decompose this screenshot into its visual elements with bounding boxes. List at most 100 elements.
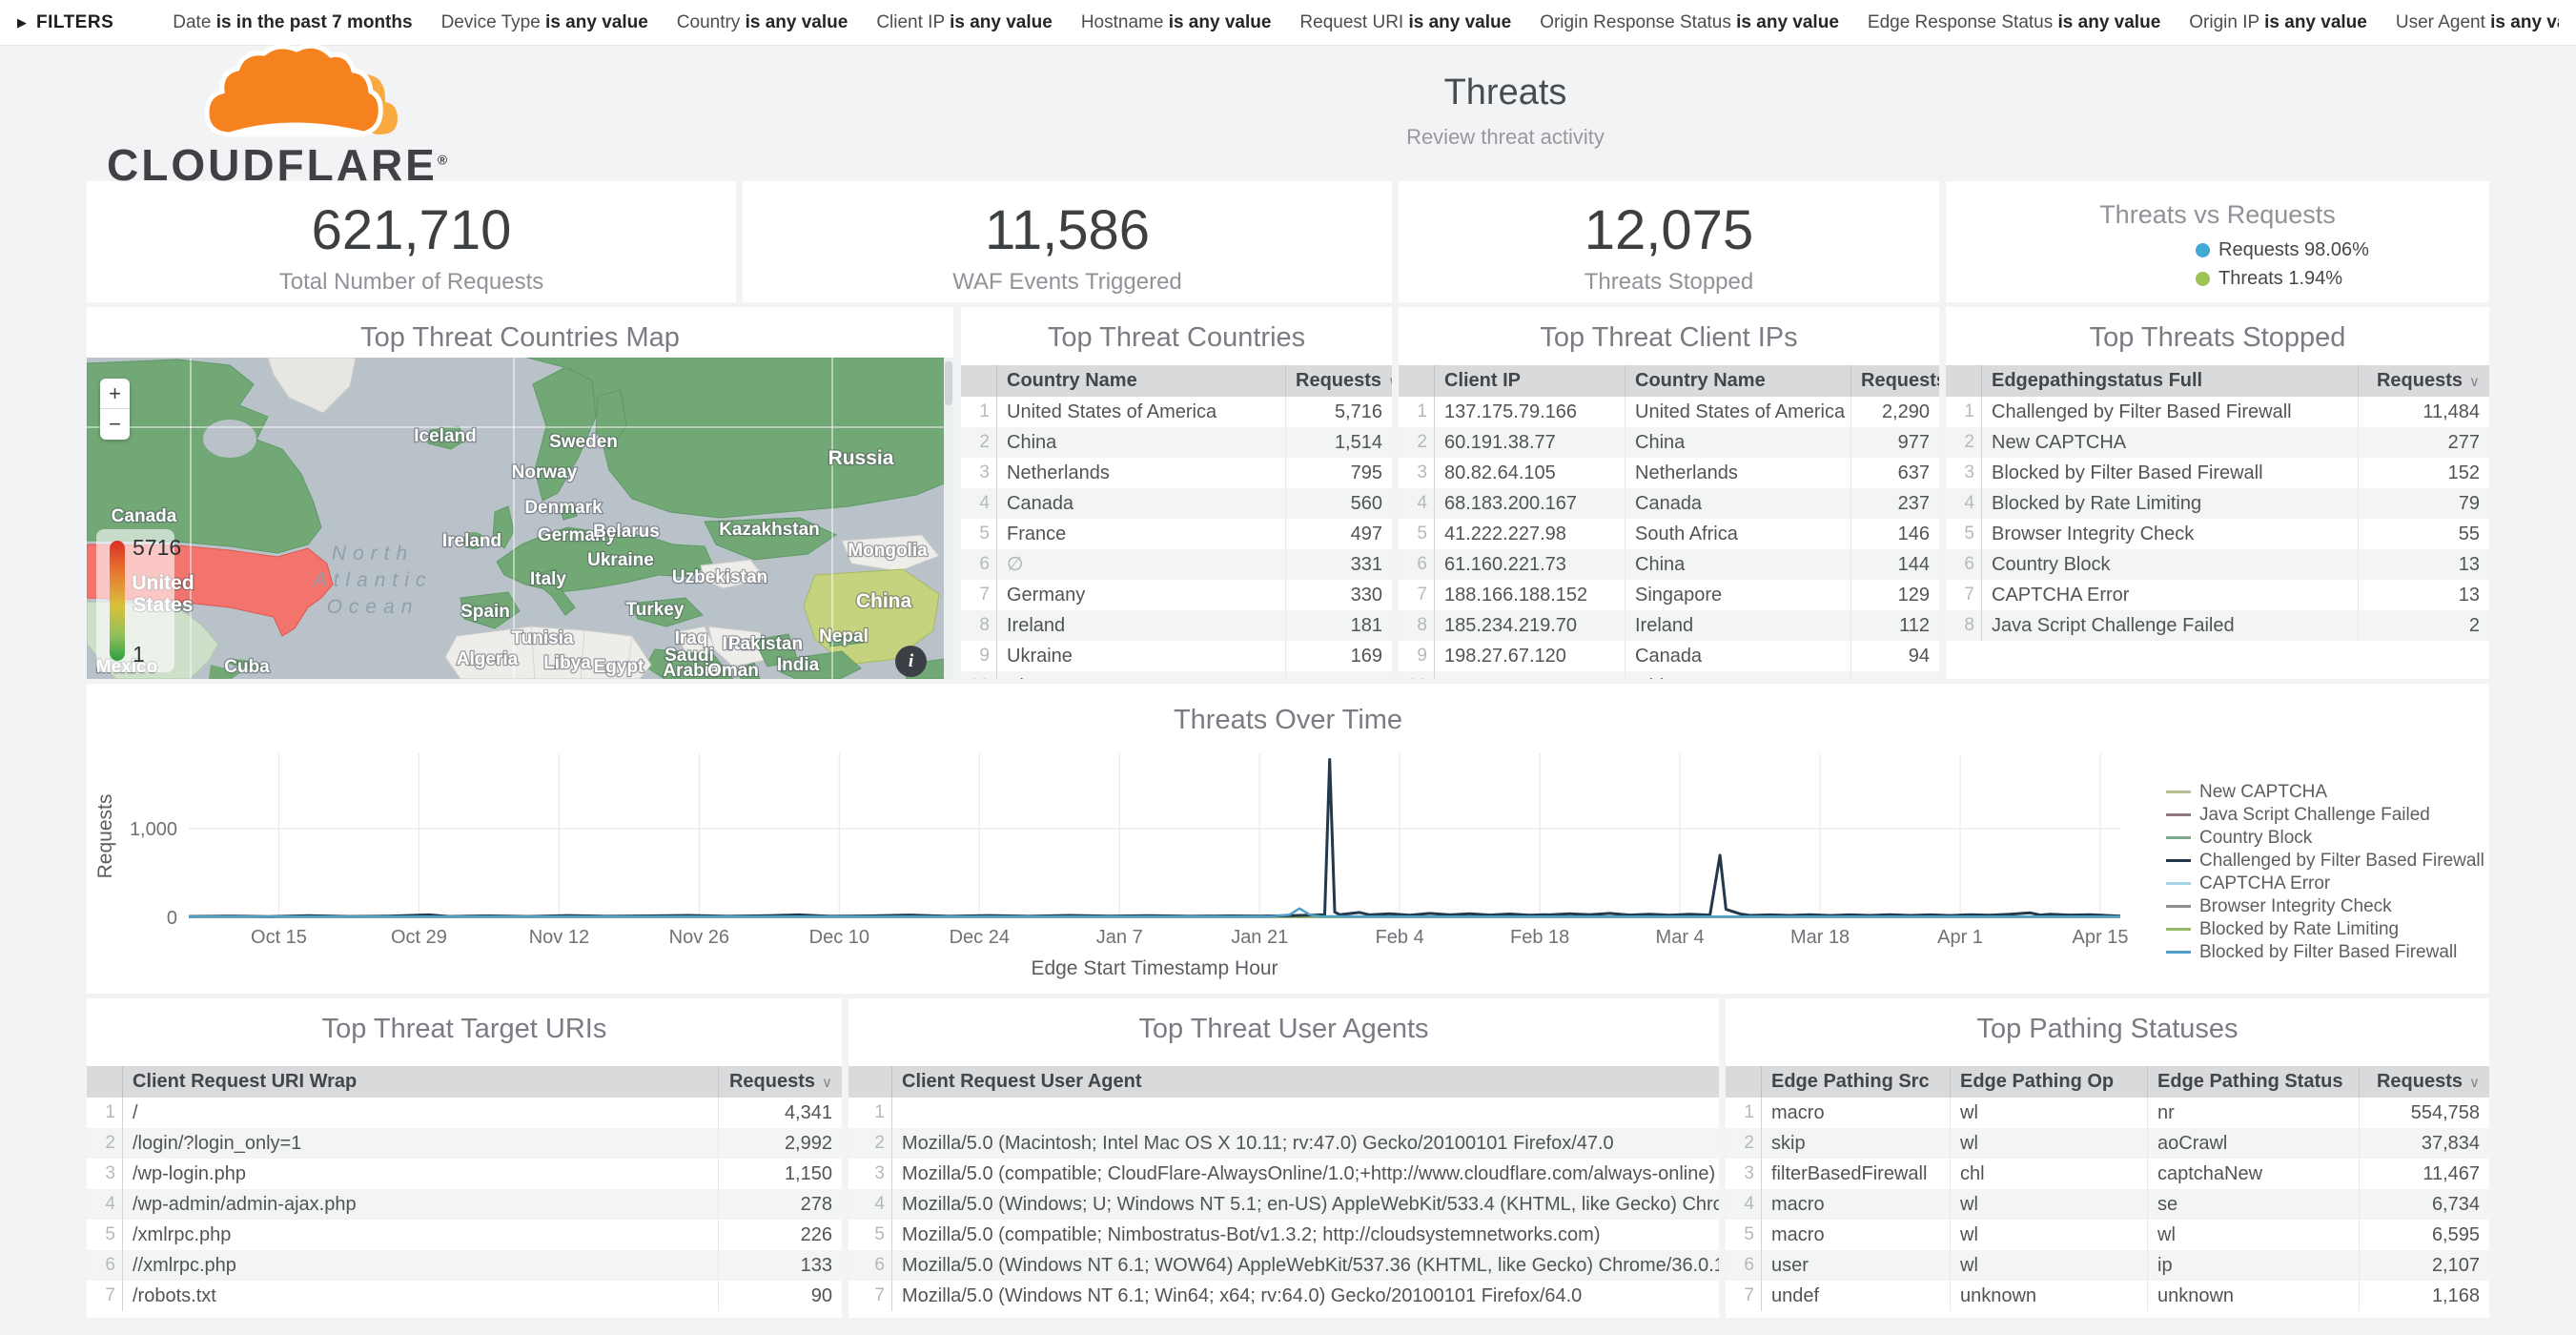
table-row: 2 New CAPTCHA 277 <box>1946 427 2489 458</box>
filter-item[interactable]: Edge Response Status is any value <box>1867 11 2161 32</box>
top-threats-stopped-panel: Top Threats Stopped Edgepathingstatus Fu… <box>1946 307 2489 679</box>
table-row: 7 undef unknown unknown 1,168 <box>1726 1281 2489 1311</box>
table-row: 5 Mozilla/5.0 (compatible; Nimbostratus-B… <box>848 1220 1719 1250</box>
column-header[interactable]: Edge Pathing Op <box>1951 1066 2148 1098</box>
table-cell: /wp-admin/admin-ajax.php <box>123 1189 719 1220</box>
column-header[interactable]: Requests∨ <box>1861 370 1939 391</box>
map-scrollbar[interactable] <box>944 358 953 679</box>
table-cell: Germany <box>997 580 1286 610</box>
column-header[interactable]: Country Name <box>1625 365 1851 397</box>
chart-series <box>189 907 2120 918</box>
table-cell: 181 <box>1350 615 1382 636</box>
country-label: Belarus <box>593 522 660 542</box>
filter-item[interactable]: Date is in the past 7 months <box>173 11 413 32</box>
zoom-out-button[interactable]: − <box>109 412 121 436</box>
table-row: 8 Java Script Challenge Failed 2 <box>1946 610 2489 641</box>
table-row: 1/4,341 <box>87 1098 842 1128</box>
filter-item[interactable]: Country is any value <box>676 11 848 32</box>
filter-item[interactable]: Hostname is any value <box>1080 11 1272 32</box>
table-row: 7 Germany 330 <box>961 580 1392 610</box>
table-row: 3 Netherlands 795 <box>961 458 1392 488</box>
table-row: 4 Blocked by Rate Limiting 79 <box>1946 488 2489 519</box>
filter-item[interactable]: Origin Response Status is any value <box>1540 11 1839 32</box>
table-cell: 129 <box>1897 585 1930 606</box>
map-zoom-control: + − <box>100 379 130 440</box>
legend-item: Challenged by Filter Based Firewall <box>2166 851 2484 871</box>
legend-item: CAPTCHA Error <box>2166 873 2484 893</box>
table-cell: South Africa <box>1625 519 1851 549</box>
chart-text: Oct 15 <box>251 927 307 948</box>
column-header[interactable]: Requests∨ <box>2376 370 2480 391</box>
table-row: 2 60.191.38.77 China 977 <box>1399 427 1939 458</box>
map-info-button[interactable]: i <box>895 646 927 677</box>
filter-item[interactable]: Origin IP is any value <box>2189 11 2367 32</box>
table-cell: /robots.txt <box>123 1281 719 1311</box>
table-cell: 60.191.38.77 <box>1435 427 1625 458</box>
column-header[interactable]: Edge Pathing Src <box>1762 1066 1951 1098</box>
chart-text: Feb 18 <box>1510 927 1569 948</box>
table-cell: 278 <box>800 1194 832 1215</box>
column-header[interactable]: Edge Pathing Status <box>2148 1066 2360 1098</box>
table-row: 7 188.166.188.152 Singapore 129 <box>1399 580 1939 610</box>
table-row: 5 Browser Integrity Check 55 <box>1946 519 2489 549</box>
country-label: Nepal <box>819 626 869 647</box>
zoom-in-button[interactable]: + <box>109 381 121 405</box>
column-header[interactable]: Client Request User Agent <box>902 1071 1142 1092</box>
column-header[interactable]: Edgepathingstatus Full <box>1982 365 2359 397</box>
table-cell: China <box>997 427 1286 458</box>
table-header-row: Client Request URI Wrap Requests ∨ <box>87 1066 842 1098</box>
top-threat-client-ips-panel: Top Threat Client IPs Client IP Country N… <box>1399 307 1939 679</box>
country-label: Egypt <box>594 657 644 677</box>
ocean-label: North <box>332 543 414 565</box>
column-header[interactable]: Requests∨ <box>728 1071 832 1092</box>
table-cell: 169 <box>1350 646 1382 667</box>
map-legend-gradient <box>110 541 125 661</box>
filter-item[interactable]: User Agent is any value <box>2395 11 2559 32</box>
table-cell: skip <box>1762 1128 1951 1159</box>
country-label: Iraq <box>675 628 708 648</box>
world-map-svg[interactable]: CanadaUnitedStatesMexicoCubaIcelandIrela… <box>87 358 953 679</box>
column-header[interactable]: Requests∨ <box>1286 365 1392 397</box>
column-header[interactable]: Client IP <box>1435 365 1625 397</box>
chart-text: Apr 15 <box>2073 927 2129 948</box>
map-scrollbar-thumb[interactable] <box>945 361 952 405</box>
table-row: 1 Challenged by Filter Based Firewall 11,4… <box>1946 397 2489 427</box>
table-cell: Ireland <box>997 610 1286 641</box>
table-row: 2 China 1,514 <box>961 427 1392 458</box>
table-row: 7 CAPTCHA Error 13 <box>1946 580 2489 610</box>
table-cell: 68.183.200.167 <box>1435 488 1625 519</box>
filter-item[interactable]: Request URI is any value <box>1299 11 1512 32</box>
table-cell: 112 <box>1899 615 1930 636</box>
column-header[interactable]: Requests∨ <box>2376 1071 2480 1092</box>
table-cell: / <box>123 1098 719 1128</box>
country-label: Turkey <box>626 600 685 620</box>
table-cell: Blocked by Filter Based Firewall <box>1982 458 2359 488</box>
filters-toggle[interactable]: ▶ FILTERS <box>17 12 113 33</box>
column-header[interactable]: Client Request URI Wrap <box>123 1066 719 1098</box>
country-label: Italy <box>530 569 566 589</box>
world-map[interactable]: CanadaUnitedStatesMexicoCubaIcelandIrela… <box>87 358 953 679</box>
country-label: Canada <box>112 506 177 526</box>
table-cell: 90 <box>810 1285 832 1306</box>
ocean-label: Atlantic <box>312 569 433 591</box>
filter-item[interactable]: Client IP is any value <box>876 11 1053 32</box>
table-cell: 37,834 <box>2421 1133 2480 1154</box>
chart-series <box>188 758 2121 918</box>
column-header[interactable]: Country Name <box>997 365 1286 397</box>
chart-text: Edge Start Timestamp Hour <box>1031 957 1278 979</box>
filter-item[interactable]: Device Type is any value <box>440 11 648 32</box>
table-row: 3/wp-login.php 1,150 <box>87 1159 842 1189</box>
table-row: 4/wp-admin/admin-ajax.php 278 <box>87 1189 842 1220</box>
chart-text: Mar 18 <box>1790 927 1850 948</box>
stat-label: WAF Events Triggered <box>952 269 1182 295</box>
chart-text: Oct 29 <box>391 927 447 948</box>
top-pathing-statuses-table: Edge Pathing Src Edge Pathing Op Edge Path… <box>1726 1066 2489 1318</box>
country-label: Cuba <box>224 657 270 677</box>
table-cell: Browser Integrity Check <box>1982 519 2359 549</box>
legend-item: New CAPTCHA <box>2166 782 2484 802</box>
table-row: 1061.160.247.127China88 <box>1399 671 1939 679</box>
table-header-row: Edge Pathing Src Edge Pathing Op Edge Path… <box>1726 1066 2489 1098</box>
table-cell: macro <box>1762 1189 1951 1220</box>
page-title-block: Threats Review threat activity <box>1219 72 1791 150</box>
